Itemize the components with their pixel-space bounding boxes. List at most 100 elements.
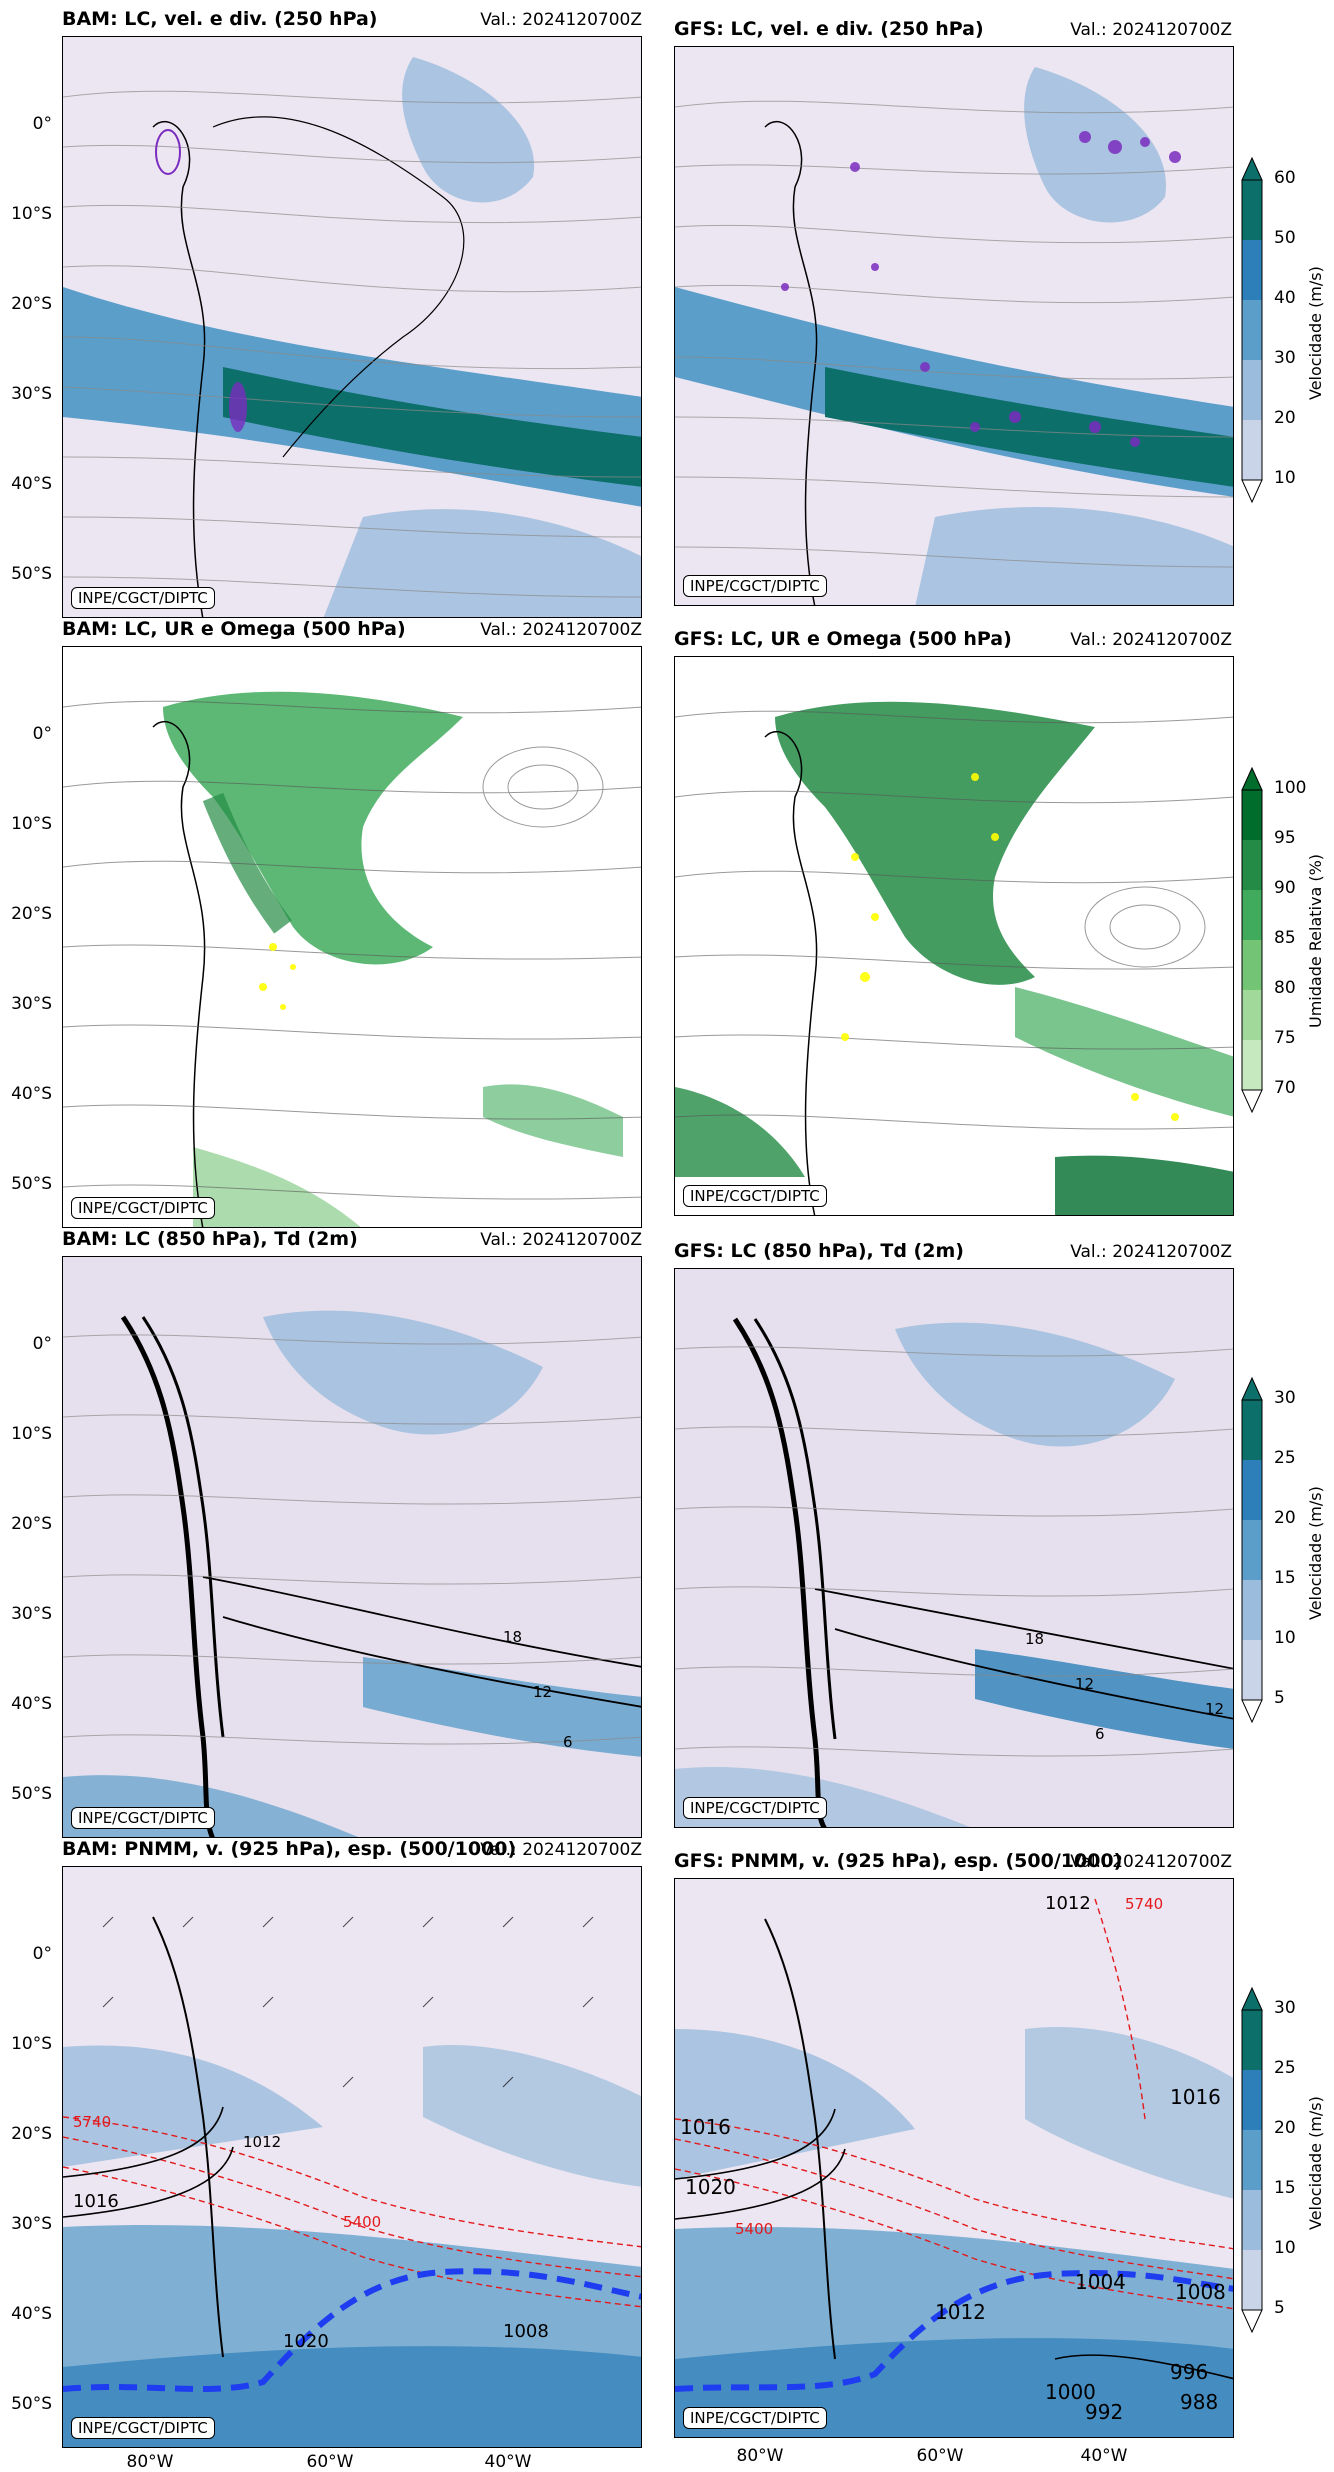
contour-label: 1020 — [685, 2175, 736, 2199]
colorbar-frame — [1241, 1399, 1263, 1701]
colorbar-tick: 80 — [1274, 978, 1296, 998]
colorbar-tick: 100 — [1274, 778, 1307, 798]
colorbar-extend-max — [1241, 1376, 1263, 1401]
colorbar-gradient — [1241, 156, 1263, 504]
map-925-gfs[interactable]: 1012 5740 1016 1020 1016 5400 1004 1008 … — [674, 1878, 1234, 2438]
colorbar-segment — [1242, 1520, 1262, 1580]
lat-tick: 50°S — [11, 1784, 52, 1804]
colorbar-segment — [1242, 940, 1262, 990]
valid-time: Val.: 2024120700Z — [1070, 20, 1232, 40]
colorbar-gradient — [1241, 1986, 1263, 2334]
lat-tick: 40°S — [11, 474, 52, 494]
contour-label: 12 — [1075, 1675, 1094, 1693]
contour-label: 1016 — [1170, 2085, 1221, 2109]
colorbar-segment — [1242, 1460, 1262, 1520]
credit-label: INPE/CGCT/DIPTC — [683, 1185, 827, 1207]
contour-label: 1016 — [73, 2191, 119, 2212]
contour-label: 1012 — [1045, 1893, 1091, 1914]
colorbar-label: Velocidade (m/s) — [1306, 1486, 1325, 1620]
map-canvas: 18 12 6 — [63, 1257, 641, 1837]
colorbar-tick: 20 — [1274, 1508, 1296, 1528]
credit-label: INPE/CGCT/DIPTC — [683, 575, 827, 597]
lat-tick: 50°S — [11, 564, 52, 584]
panel-title: BAM: LC, UR e Omega (500 hPa) — [62, 618, 406, 640]
map-canvas — [675, 47, 1233, 605]
contour-label: 1008 — [1175, 2280, 1226, 2304]
lon-tick: 60°W — [306, 2452, 354, 2472]
colorbar-frame — [1241, 179, 1263, 481]
credit-label: INPE/CGCT/DIPTC — [683, 2407, 827, 2429]
contour-label: 1012 — [935, 2300, 986, 2324]
colorbar-segment — [1242, 180, 1262, 240]
colorbar-segment — [1242, 2190, 1262, 2250]
panel-title: GFS: LC, vel. e div. (250 hPa) — [674, 18, 984, 40]
valid-time: Val.: 2024120700Z — [1070, 1852, 1232, 1872]
colorbar-extend-min — [1241, 479, 1263, 504]
lat-tick: 0° — [32, 114, 52, 134]
colorbar-segment — [1242, 360, 1262, 420]
colorbar-segment — [1242, 840, 1262, 890]
credit-label: INPE/CGCT/DIPTC — [683, 1797, 827, 1819]
map-925-bam[interactable]: 5740 1016 1020 5400 1012 1008 INPE/CGCT/… — [62, 1866, 642, 2448]
colorbar-tick: 95 — [1274, 828, 1296, 848]
contour-label: 18 — [503, 1628, 522, 1646]
colorbar-segment — [1242, 990, 1262, 1040]
colorbar-extend-min — [1241, 1699, 1263, 1724]
colorbar-extend-max — [1241, 766, 1263, 791]
map-canvas: 5740 1016 1020 5400 1012 1008 — [63, 1867, 641, 2447]
credit-label: INPE/CGCT/DIPTC — [71, 2417, 215, 2439]
colorbar-row1: 60 50 40 30 20 10 Velocidade (m/s) — [1240, 150, 1325, 514]
colorbar-label: Velocidade (m/s) — [1306, 2096, 1325, 2230]
colorbar-tick: 90 — [1274, 878, 1296, 898]
lat-tick: 0° — [32, 1944, 52, 1964]
colorbar-segment — [1242, 240, 1262, 300]
map-850-bam[interactable]: 18 12 6 INPE/CGCT/DIPTC — [62, 1256, 642, 1838]
contour-label: 6 — [1095, 1725, 1105, 1743]
colorbar-segment — [1242, 2250, 1262, 2310]
map-canvas — [675, 657, 1233, 1215]
colorbar-segment — [1242, 1640, 1262, 1700]
contour-label: 1016 — [680, 2115, 731, 2139]
lat-tick: 30°S — [11, 384, 52, 404]
contour-label: 12 — [1205, 1700, 1224, 1718]
map-500-bam[interactable]: INPE/CGCT/DIPTC — [62, 646, 642, 1228]
contour-label: 996 — [1170, 2360, 1208, 2384]
map-canvas — [63, 647, 641, 1227]
lat-tick: 50°S — [11, 2394, 52, 2414]
contour-label: 1004 — [1075, 2270, 1126, 2294]
colorbar-segment — [1242, 890, 1262, 940]
lon-tick: 60°W — [916, 2446, 964, 2466]
colorbar-tick: 30 — [1274, 1998, 1296, 2018]
lat-tick: 20°S — [11, 2124, 52, 2144]
panel-title: BAM: LC (850 hPa), Td (2m) — [62, 1228, 358, 1250]
contour-label: 1008 — [503, 2321, 549, 2342]
colorbar-row3: 30 25 20 15 10 5 Velocidade (m/s) — [1240, 1370, 1325, 1734]
colorbar-segment — [1242, 1400, 1262, 1460]
colorbar-tick: 20 — [1274, 408, 1296, 428]
panel-title: GFS: PNMM, v. (925 hPa), esp. (500/1000) — [674, 1850, 1123, 1872]
colorbar-tick: 70 — [1274, 1078, 1296, 1098]
colorbar-segment — [1242, 2070, 1262, 2130]
colorbar-tick: 25 — [1274, 1448, 1296, 1468]
valid-time: Val.: 2024120700Z — [480, 620, 642, 640]
map-canvas — [63, 37, 641, 617]
colorbar-tick: 15 — [1274, 2178, 1296, 2198]
map-500-gfs[interactable]: INPE/CGCT/DIPTC — [674, 656, 1234, 1216]
lat-tick: 40°S — [11, 2304, 52, 2324]
valid-time: Val.: 2024120700Z — [480, 1840, 642, 1860]
colorbar-tick: 15 — [1274, 1568, 1296, 1588]
map-850-gfs[interactable]: 18 12 6 12 INPE/CGCT/DIPTC — [674, 1268, 1234, 1828]
panel-title: GFS: LC, UR e Omega (500 hPa) — [674, 628, 1012, 650]
colorbar-extend-max — [1241, 1986, 1263, 2011]
colorbar-tick: 10 — [1274, 468, 1296, 488]
lat-tick: 0° — [32, 724, 52, 744]
map-250-bam[interactable]: INPE/CGCT/DIPTC — [62, 36, 642, 618]
valid-time: Val.: 2024120700Z — [1070, 1242, 1232, 1262]
colorbar-tick: 30 — [1274, 1388, 1296, 1408]
contour-label: 6 — [563, 1733, 573, 1751]
colorbar-tick: 25 — [1274, 2058, 1296, 2078]
colorbar-segment — [1242, 790, 1262, 840]
map-250-gfs[interactable]: INPE/CGCT/DIPTC — [674, 46, 1234, 606]
colorbar-tick: 5 — [1274, 2298, 1285, 2318]
contour-label: 1020 — [283, 2331, 329, 2352]
